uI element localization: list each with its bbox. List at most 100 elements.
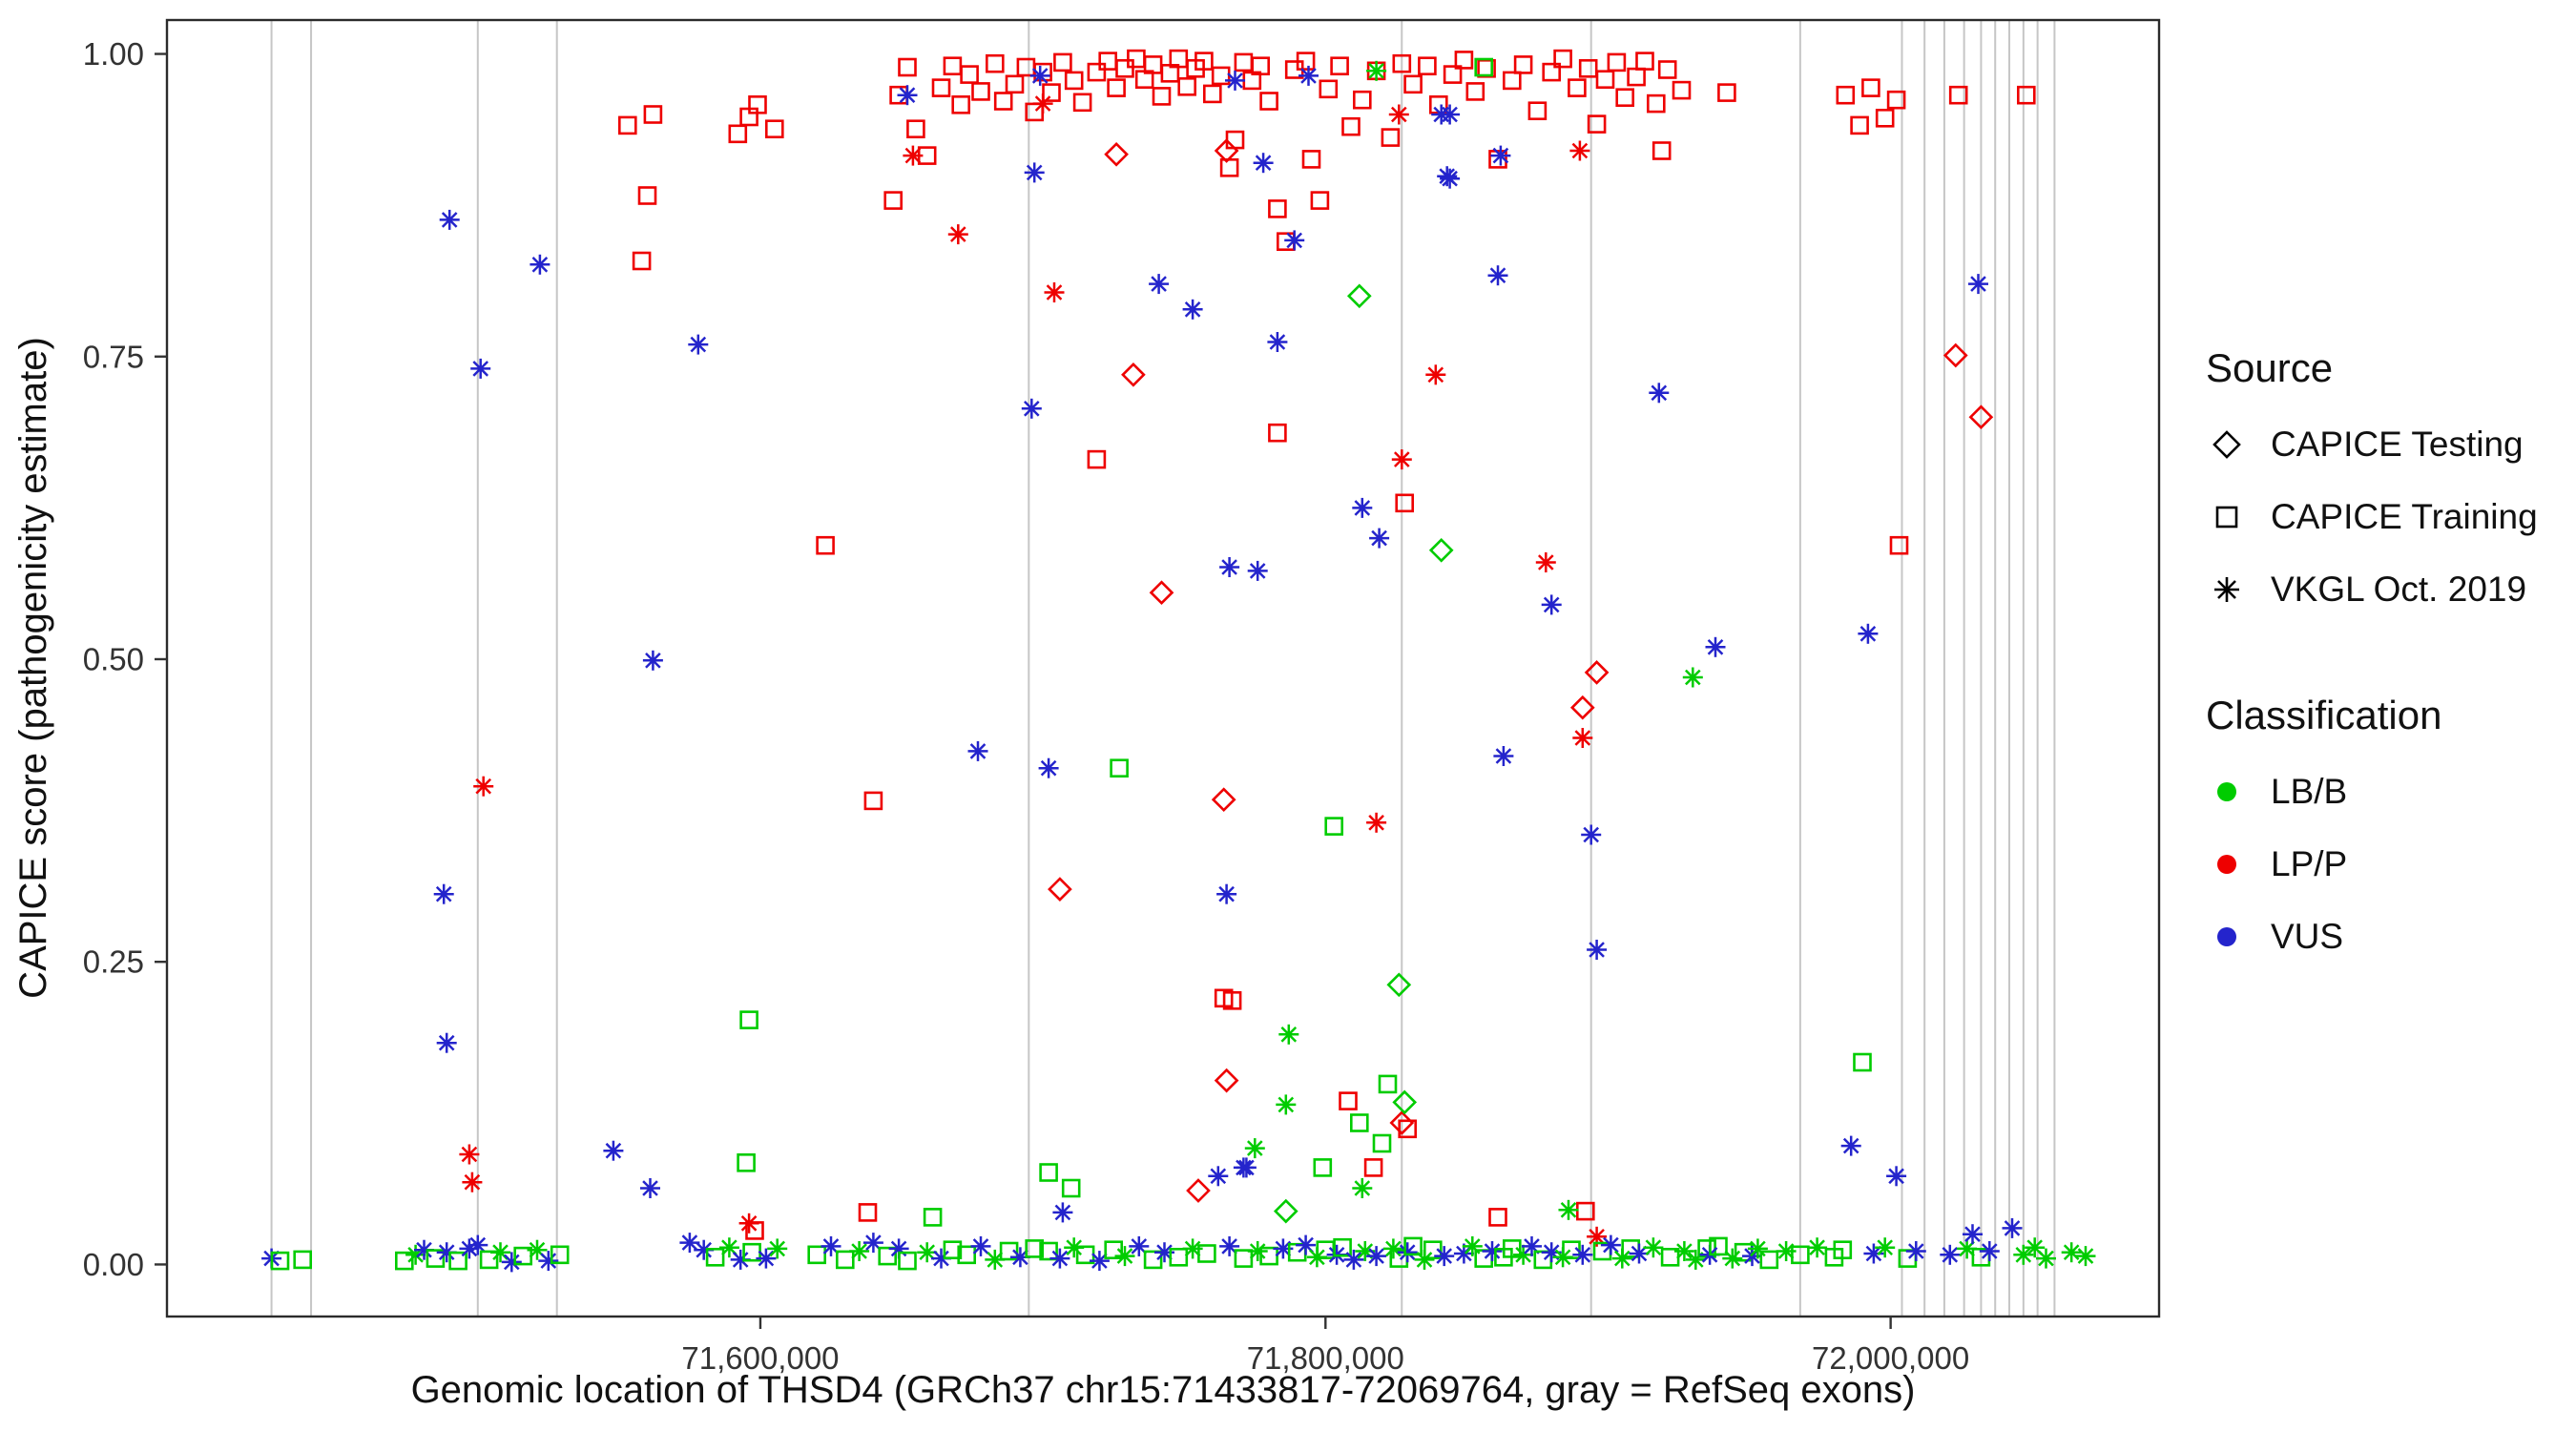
data-point xyxy=(1541,594,1562,615)
data-point xyxy=(637,186,657,205)
y-axis-title: CAPICE score (pathogenicity estimate) xyxy=(12,337,54,999)
data-point xyxy=(1647,93,1666,114)
data-point xyxy=(1104,1240,1123,1259)
legend-source-title: Source xyxy=(2206,345,2334,390)
data-point xyxy=(1477,59,1496,78)
data-point xyxy=(1169,1248,1189,1267)
data-point xyxy=(862,1233,883,1254)
data-point xyxy=(1149,580,1174,606)
data-point xyxy=(1722,1248,1743,1269)
square-icon xyxy=(2215,506,2238,529)
data-point xyxy=(1403,74,1423,94)
legend-item-vkgl: VKGL Oct. 2019 xyxy=(2206,553,2574,626)
data-point xyxy=(1527,101,1548,120)
data-point xyxy=(993,92,1013,111)
data-point xyxy=(1107,78,1126,97)
data-point xyxy=(1503,71,1522,91)
data-point xyxy=(1016,57,1036,77)
data-point xyxy=(943,56,963,75)
data-point xyxy=(957,1245,977,1265)
data-point xyxy=(1273,1198,1298,1224)
data-point xyxy=(1049,1248,1070,1269)
data-point xyxy=(1858,623,1879,644)
y-axis-tick-label: 0.25 xyxy=(83,944,144,980)
data-point xyxy=(1341,116,1361,136)
legend-classification-group: Classification LB/B LP/P VUS xyxy=(2206,693,2574,973)
data-point xyxy=(470,358,491,379)
data-point xyxy=(394,1251,414,1271)
data-point xyxy=(1434,1246,1455,1267)
data-point xyxy=(1214,138,1239,163)
data-point xyxy=(1643,1237,1664,1258)
data-point xyxy=(970,1235,991,1256)
data-point xyxy=(1672,80,1692,100)
data-point xyxy=(835,1250,855,1270)
data-point xyxy=(1465,82,1485,101)
data-point xyxy=(1462,1235,1483,1256)
data-point xyxy=(1522,1235,1542,1256)
data-point xyxy=(1627,67,1646,87)
data-point xyxy=(1244,1138,1265,1159)
data-point xyxy=(1572,1244,1593,1265)
data-point xyxy=(1968,404,1994,430)
y-axis-tick-label: 0.50 xyxy=(83,641,144,676)
data-point xyxy=(1673,1241,1694,1261)
data-point xyxy=(1152,87,1172,106)
data-point xyxy=(1397,1242,1418,1263)
data-point xyxy=(1143,1250,1163,1270)
data-point xyxy=(1705,636,1726,657)
data-point xyxy=(1963,1224,1983,1245)
data-point xyxy=(1389,1110,1415,1135)
data-point xyxy=(1149,274,1170,295)
data-point xyxy=(898,1251,917,1271)
data-point xyxy=(1584,660,1610,685)
data-point xyxy=(883,191,904,210)
data-point xyxy=(1840,1135,1861,1156)
data-point xyxy=(1791,1245,1810,1265)
data-point xyxy=(436,1032,457,1053)
data-point xyxy=(1234,1249,1254,1268)
data-point xyxy=(1578,59,1598,78)
data-point xyxy=(1052,1202,1073,1223)
data-point xyxy=(1169,49,1189,69)
data-point xyxy=(1425,364,1446,385)
data-point xyxy=(1513,55,1533,74)
data-point xyxy=(1298,65,1319,86)
legend-item-label: VUS xyxy=(2271,917,2344,956)
data-point xyxy=(642,650,663,671)
data-point xyxy=(1682,667,1703,688)
data-point xyxy=(1219,557,1240,577)
data-point xyxy=(1615,88,1634,107)
data-point xyxy=(1889,535,1909,555)
data-point xyxy=(1403,1236,1423,1256)
data-point xyxy=(1225,70,1245,91)
data-point xyxy=(999,1241,1019,1261)
data-point xyxy=(1195,52,1214,71)
data-point xyxy=(1121,362,1146,387)
data-point xyxy=(2002,1217,2023,1238)
data-point xyxy=(1042,83,1061,102)
data-point xyxy=(270,1251,290,1271)
legend-source-group: Source CAPICE Testing CAPICE Training xyxy=(2206,345,2574,626)
data-point xyxy=(1568,78,1587,97)
data-point xyxy=(1061,1178,1081,1198)
data-point xyxy=(1488,1208,1507,1227)
data-point xyxy=(960,65,979,84)
data-point xyxy=(459,1144,480,1165)
data-point xyxy=(1029,65,1050,86)
data-point xyxy=(897,85,918,106)
data-point xyxy=(1600,1234,1621,1255)
data-point xyxy=(617,115,637,135)
y-axis-tick-label: 1.00 xyxy=(83,36,144,72)
data-point xyxy=(1487,265,1508,286)
data-point xyxy=(1089,1251,1110,1272)
data-point xyxy=(1346,283,1372,309)
data-point xyxy=(1391,449,1412,470)
data-point xyxy=(1635,52,1654,71)
data-point xyxy=(462,1172,483,1192)
data-point xyxy=(459,1238,480,1259)
legend-item-lbb: LB/B xyxy=(2206,756,2574,828)
legend-item-label: LB/B xyxy=(2271,772,2348,811)
data-point xyxy=(917,1242,938,1263)
data-point xyxy=(1296,52,1316,71)
